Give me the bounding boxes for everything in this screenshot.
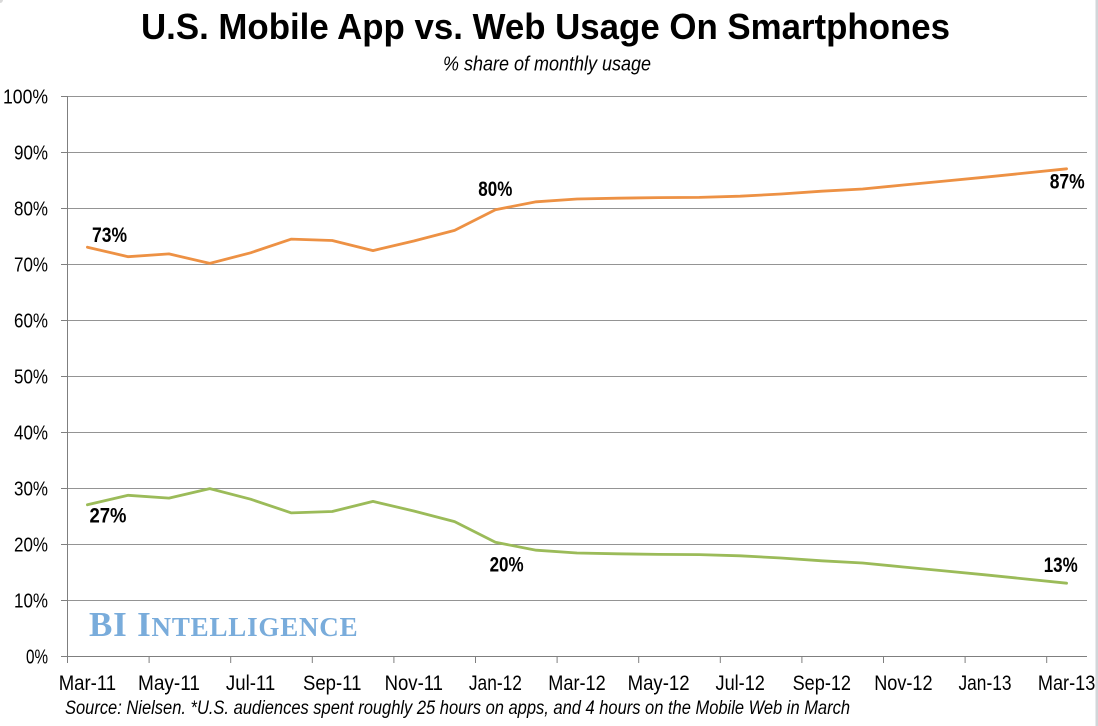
svg-text:Jul-11: Jul-11: [226, 672, 275, 695]
svg-text:10%: 10%: [14, 591, 48, 613]
svg-text:Sep-11: Sep-11: [303, 672, 361, 695]
svg-text:Jul-12: Jul-12: [716, 672, 765, 695]
svg-text:80%: 80%: [14, 199, 48, 221]
svg-text:Mar-11: Mar-11: [59, 672, 116, 695]
svg-text:13%: 13%: [1044, 554, 1078, 577]
svg-text:Jan-12: Jan-12: [469, 672, 522, 695]
svg-text:100%: 100%: [3, 87, 48, 109]
svg-text:80%: 80%: [478, 178, 512, 201]
svg-text:20%: 20%: [14, 535, 48, 557]
svg-text:May-12: May-12: [628, 672, 690, 695]
svg-text:Jan-13: Jan-13: [959, 672, 1012, 695]
svg-text:30%: 30%: [14, 479, 48, 501]
svg-text:70%: 70%: [14, 255, 48, 277]
svg-text:20%: 20%: [490, 554, 524, 577]
svg-text:Sep-12: Sep-12: [793, 672, 851, 695]
svg-text:60%: 60%: [14, 311, 48, 333]
svg-text:Nov-11: Nov-11: [385, 672, 443, 695]
svg-text:% share of monthly usage: % share of monthly usage: [443, 54, 651, 76]
svg-text:Source: Nielsen. *U.S. audienc: Source: Nielsen. *U.S. audiences spent r…: [65, 698, 850, 719]
svg-text:0%: 0%: [26, 647, 48, 669]
svg-text:87%: 87%: [1050, 171, 1085, 194]
svg-text:50%: 50%: [14, 367, 48, 389]
svg-text:U.S. Mobile App vs. Web Usage: U.S. Mobile App vs. Web Usage On Smartph…: [141, 6, 950, 47]
svg-text:BI INTELLIGENCE: BI INTELLIGENCE: [89, 605, 358, 644]
svg-text:Mar-12: Mar-12: [548, 672, 605, 695]
svg-text:Nov-12: Nov-12: [874, 672, 932, 695]
svg-text:73%: 73%: [92, 224, 127, 247]
svg-text:Mar-13: Mar-13: [1038, 672, 1095, 695]
svg-text:90%: 90%: [14, 143, 48, 165]
svg-text:May-11: May-11: [138, 672, 200, 695]
svg-text:40%: 40%: [14, 423, 48, 445]
svg-text:27%: 27%: [90, 505, 127, 528]
